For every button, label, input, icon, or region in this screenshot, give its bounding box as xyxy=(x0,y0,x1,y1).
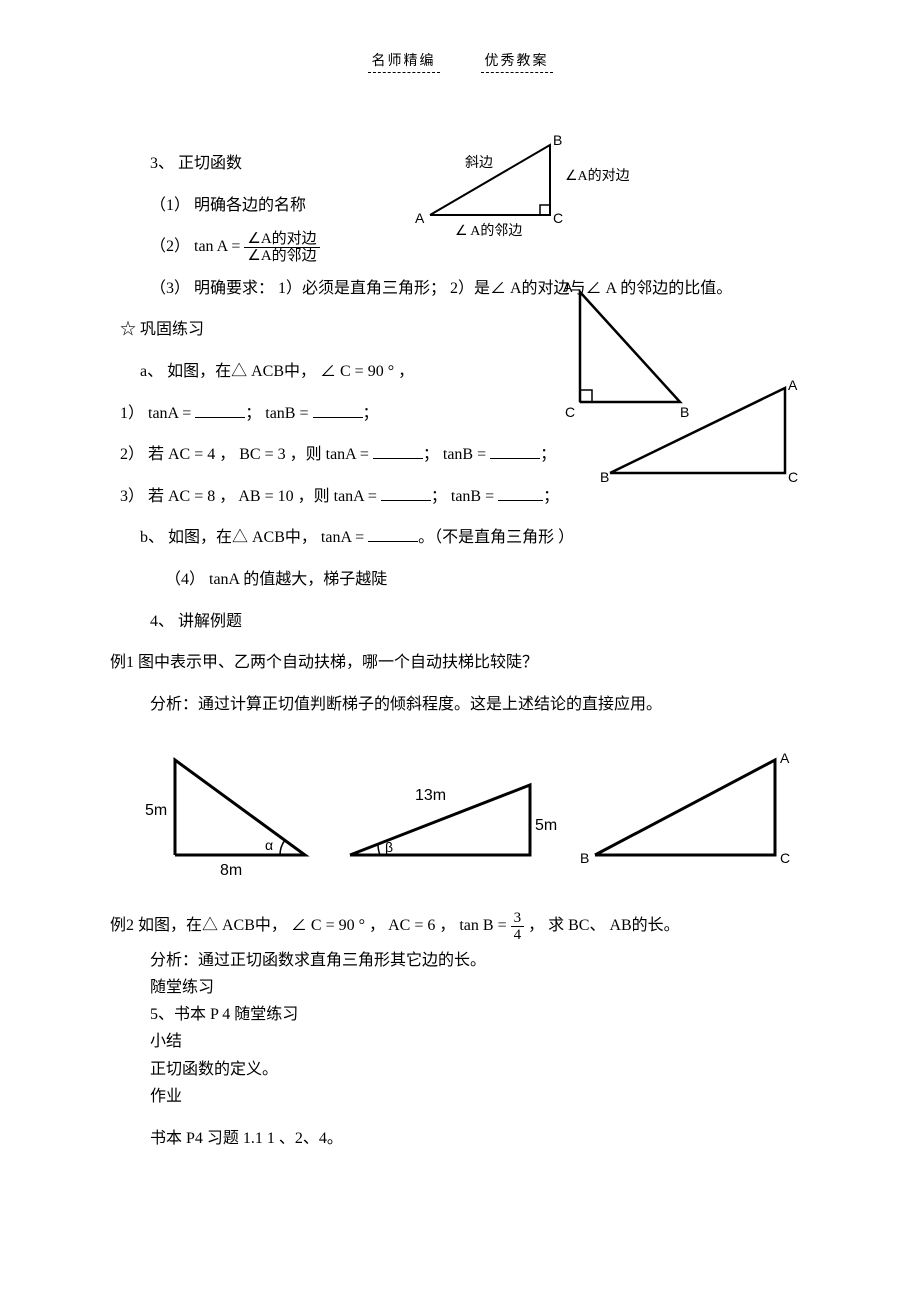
ex2-frac: 3 4 xyxy=(511,910,525,944)
vertex-c: C xyxy=(788,469,798,485)
s3-p2-lhs: （2） tan A = xyxy=(150,238,244,255)
q2-end: ； xyxy=(540,446,556,463)
blank xyxy=(490,442,540,459)
label-adj: ∠ A的邻边 xyxy=(455,223,522,239)
ex1-analysis: 分析：通过计算正切值判断梯子的倾斜程度。这是上述结论的直接应用。 xyxy=(110,684,810,726)
escalator-2: 13m 5m β xyxy=(335,745,565,875)
figure-labeled-triangle: B A C 斜边 ∠A的对边 ∠ A的邻边 xyxy=(420,135,650,250)
vertex-b: B xyxy=(553,132,562,148)
page-header: 名师精编 优秀教案 xyxy=(110,50,810,73)
q3-end: ； xyxy=(543,488,559,505)
tri3-c: C xyxy=(780,850,790,866)
practice-b: b、 如图，在△ ACB中， tanA = 。（不是直角三角形 ） xyxy=(110,517,810,559)
ex2-pre: 例2 如图，在△ ACB中， ∠ C = 90 ° ， AC = 6 ， tan… xyxy=(110,917,511,934)
q3-mid: ； tanB = xyxy=(431,488,498,505)
escalator-1: 5m 8m α xyxy=(120,745,320,875)
blank xyxy=(498,484,543,501)
blank xyxy=(195,401,245,418)
section-4-title: 4、 讲解例题 xyxy=(110,601,810,643)
q2-mid: ； tanB = xyxy=(423,446,490,463)
tri1-ang: α xyxy=(265,837,273,853)
vertex-a: A xyxy=(415,210,425,226)
header-right: 优秀教案 xyxy=(481,50,553,73)
escalator-row: 5m 8m α 13m 5m β A B C xyxy=(110,745,810,875)
blank xyxy=(313,401,363,418)
ex2-post: ， 求 BC、 AB的长。 xyxy=(528,917,680,934)
ex1-title: 例1 图中表示甲、乙两个自动扶梯，哪一个自动扶梯比较陡？ xyxy=(110,642,810,684)
q3-pre: 3） 若 AC = 8 ， AB = 10 ，则 tanA = xyxy=(120,488,381,505)
tri2-ang: β xyxy=(385,839,393,855)
b-end: 。（不是直角三角形 ） xyxy=(418,529,574,546)
blank xyxy=(381,484,431,501)
tan-frac-den: ∠A的邻边 xyxy=(244,248,319,265)
q1-pre: 1） tanA = xyxy=(120,405,195,422)
tan-frac-num: ∠A的对边 xyxy=(244,231,319,249)
q2-pre: 2） 若 AC = 4 ， BC = 3 ，则 tanA = xyxy=(120,446,373,463)
tail-l1: 随堂练习 xyxy=(110,974,810,1001)
tri1-v: 5m xyxy=(145,802,167,819)
vertex-c: C xyxy=(553,210,563,226)
tail-l4: 正切函数的定义。 xyxy=(110,1056,810,1083)
blank xyxy=(373,442,423,459)
ex2-analysis: 分析：通过正切函数求直角三角形其它边的长。 xyxy=(110,947,810,974)
label-hyp: 斜边 xyxy=(465,155,493,171)
b-pre: b、 如图，在△ ACB中， tanA = xyxy=(140,529,368,546)
figure-triangle-bac: A B C xyxy=(605,378,815,493)
tri3-b: B xyxy=(580,850,589,866)
tri1-h: 8m xyxy=(220,862,242,879)
vertex-a: A xyxy=(788,377,798,393)
ex2-line: 例2 如图，在△ ACB中， ∠ C = 90 ° ， AC = 6 ， tan… xyxy=(110,905,810,947)
header-left: 名师精编 xyxy=(368,50,440,73)
vertex-a: A xyxy=(563,279,573,295)
label-opp: ∠A的对边 xyxy=(565,168,630,184)
s3-p4: （4） tanA 的值越大，梯子越陡 xyxy=(110,559,810,601)
vertex-b: B xyxy=(600,469,609,485)
tail-l6: 书本 P4 习题 1.1 1 、2、4。 xyxy=(110,1118,810,1160)
vertex-c: C xyxy=(565,404,575,420)
escalator-3: A B C xyxy=(580,745,800,875)
tail-l5: 作业 xyxy=(110,1083,810,1110)
tan-fraction: ∠A的对边 ∠A的邻边 xyxy=(244,231,319,265)
ex2-frac-den: 4 xyxy=(511,927,525,944)
q1-end: ； xyxy=(363,405,379,422)
tail-l3: 小结 xyxy=(110,1028,810,1055)
tail-l2: 5、书本 P 4 随堂练习 xyxy=(110,1001,810,1028)
tri2-hyp: 13m xyxy=(415,787,446,804)
tri3-a: A xyxy=(780,750,790,766)
q1-mid: ； tanB = xyxy=(245,405,312,422)
ex2-frac-num: 3 xyxy=(511,910,525,928)
blank xyxy=(368,525,418,542)
tri2-v: 5m xyxy=(535,817,557,834)
